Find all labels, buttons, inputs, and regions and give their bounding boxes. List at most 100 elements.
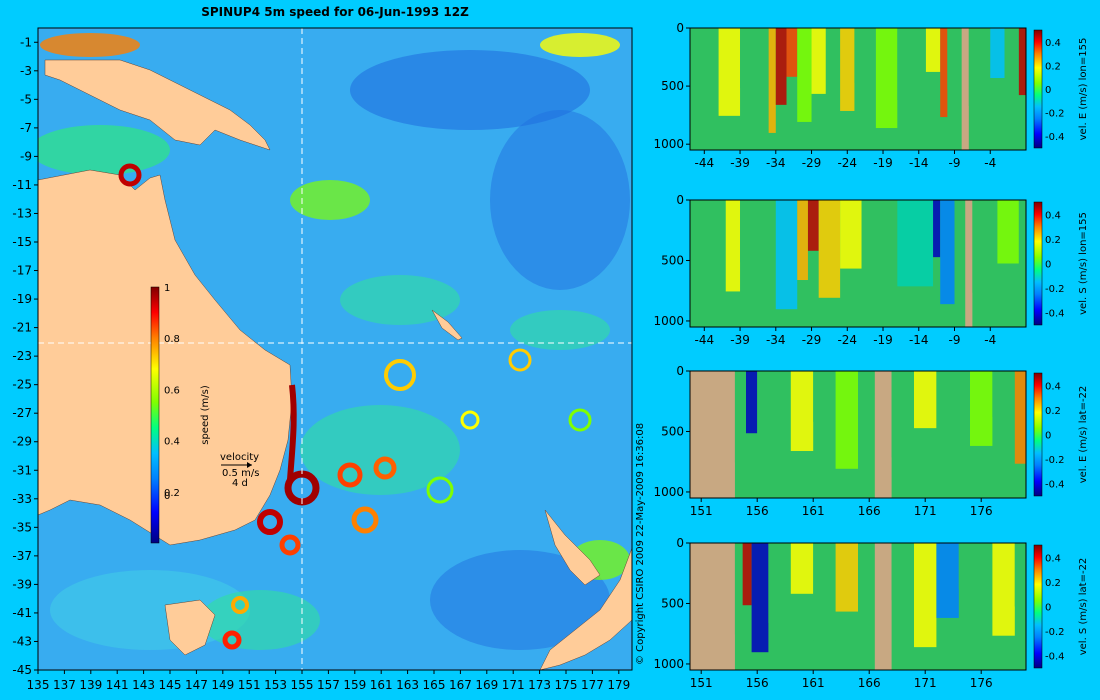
eddy: [222, 630, 242, 650]
section-x-tick-label: -29: [802, 333, 822, 347]
section-x-tick-label: -14: [909, 333, 929, 347]
map-y-tick-label: -37: [12, 549, 32, 563]
section-y-tick-label: 500: [661, 253, 684, 267]
map-field-layer: [38, 28, 632, 670]
section-x-tick-label: -29: [802, 156, 822, 170]
section-stripe: [891, 543, 914, 601]
speed-patch: [430, 550, 610, 650]
eddy: [373, 456, 397, 480]
map-y-tick-label: -3: [20, 64, 32, 78]
section-stripe: [734, 543, 743, 635]
section-colorbar-tick-label: -0.4: [1045, 309, 1065, 320]
section-stripe: [811, 28, 826, 94]
map-y-tick-label: -23: [12, 349, 32, 363]
eddy: [279, 534, 301, 556]
section-land: [965, 200, 973, 327]
colorbar-tick-label: 0.2: [164, 488, 180, 499]
section-colorbar-tick-label: 0.2: [1045, 406, 1061, 417]
colorbar-ticks: 1 0.8 0.6 0.4 0.20: [164, 283, 180, 502]
map-x-tick-label: 177: [581, 678, 604, 692]
section-stripe: [861, 200, 898, 316]
section-land: [874, 371, 892, 498]
section-x-tick-label: -39: [730, 156, 750, 170]
map-x-tick-label: 171: [502, 678, 525, 692]
section-stripe: [840, 28, 855, 111]
section-stripe: [751, 543, 769, 653]
section-colorbar-tick-label: 0: [1045, 431, 1051, 442]
eddy: [384, 359, 416, 391]
colorbar-gradient: [150, 286, 160, 544]
section-colorbar-tick-label: -0.2: [1045, 284, 1065, 295]
section-x-tick-label: 161: [802, 676, 825, 690]
section-stripe: [992, 371, 1015, 417]
colorbar-tick-label: 1: [164, 283, 170, 294]
velocity-legend-speed: 0.5 m/s: [222, 468, 259, 479]
map-x-tick-label: 135: [27, 678, 50, 692]
section-stripe: [858, 543, 875, 659]
section-frame: [689, 27, 1027, 151]
map-y-tick-label: -41: [12, 606, 32, 620]
section-land: [874, 543, 892, 670]
section-x-tick-label: 166: [858, 504, 881, 518]
section-colorbar: [1033, 372, 1043, 497]
section-frame: [689, 199, 1027, 328]
section-colorbar: [1033, 29, 1043, 149]
section-colorbar-tick-label: -0.4: [1045, 480, 1065, 491]
section-x-tick-label: -44: [694, 333, 714, 347]
map-y-tick-label: -11: [12, 178, 32, 192]
colorbar-tick-label: 0.6: [164, 385, 180, 396]
section-stripe: [992, 543, 1015, 636]
section-stripe: [704, 28, 719, 71]
map-y-tick-label: -5: [20, 92, 32, 106]
section-stripe: [740, 200, 776, 263]
section-colorbar-tick-label: 0.2: [1045, 235, 1061, 246]
section-stripe: [936, 371, 970, 476]
map-x-tick-label: 161: [370, 678, 393, 692]
section-x-tick-label: -4: [984, 333, 996, 347]
section-land: [690, 543, 735, 670]
section-stripe: [940, 28, 948, 118]
section-colorbar-tick-label: 0.4: [1045, 38, 1061, 49]
map-x-tick-label: 169: [475, 678, 498, 692]
section-x-tick-label: -24: [837, 156, 857, 170]
section-stripe: [718, 28, 741, 116]
section-x-tick-label: 176: [970, 676, 993, 690]
section-vel-e-lon155: -44 -39 -34 -29 -24 -19 -14 -9 -4 0 500 1000 0.4 0.2 0…: [653, 21, 1089, 170]
section-vel-s-lon155: -44 -39 -34 -29 -24 -19 -14 -9 -4 0 500 1000 0.4 0.2 0…: [653, 193, 1089, 347]
section-colorbar-label: vel. S (m/s) lat=-22: [1078, 558, 1089, 656]
section-stripe: [972, 200, 998, 293]
land-new-zealand-north: [544, 509, 601, 586]
section-y-tick-label: 1000: [653, 485, 684, 499]
section-colorbar-tick-label: -0.2: [1045, 627, 1065, 638]
section-x-tick-label: -9: [949, 333, 961, 347]
section-y-tick-label: 1000: [653, 657, 684, 671]
speed-patch: [490, 110, 630, 290]
section-x-tick-label: 151: [690, 504, 713, 518]
map-x-tick-label: 137: [53, 678, 76, 692]
map-x-tick-label: 175: [555, 678, 578, 692]
eddy: [426, 476, 454, 504]
map-x-tick-label: 167: [449, 678, 472, 692]
section-stripe: [1018, 28, 1026, 96]
velocity-legend-duration: 4 d: [232, 478, 248, 489]
section-stripe: [990, 28, 1005, 79]
section-stripe: [1004, 28, 1019, 124]
section-stripe: [786, 28, 798, 77]
colorbar-label: speed (m/s): [200, 385, 211, 445]
speed-colorbar: 1 0.8 0.6 0.4 0.20 speed (m/s): [150, 283, 211, 544]
map-y-tick-label: -45: [12, 663, 32, 677]
section-colorbar-tick-label: 0: [1045, 603, 1051, 614]
section-stripe: [1018, 200, 1026, 311]
section-stripe: [1014, 543, 1026, 607]
colorbar-tick-label: 0.8: [164, 334, 180, 345]
section-stripe: [775, 28, 787, 105]
speed-patch: [300, 405, 460, 495]
section-stripe: [958, 543, 993, 589]
map-x-tick-label: 165: [423, 678, 446, 692]
section-stripe: [704, 200, 726, 245]
land-new-zealand-south: [539, 547, 632, 670]
map-y-tick-label: -7: [20, 121, 32, 135]
section-stripe: [947, 28, 962, 89]
section-stripe: [891, 371, 914, 458]
